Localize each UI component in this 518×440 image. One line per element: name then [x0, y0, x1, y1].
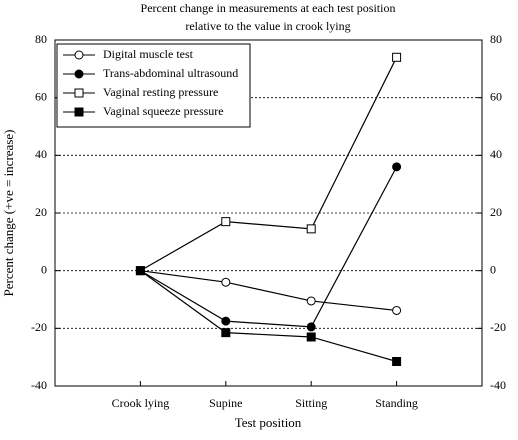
- data-point: [392, 356, 402, 366]
- data-point: [221, 328, 231, 338]
- legend-marker: [74, 50, 84, 60]
- x-tick-label: Standing: [375, 396, 418, 410]
- data-point: [221, 316, 231, 326]
- legend-label: Trans-abdominal ultrasound: [103, 66, 238, 80]
- x-tick-label: Supine: [209, 396, 242, 410]
- data-point: [221, 277, 231, 287]
- legend-marker: [74, 69, 84, 79]
- y-tick-label: -40: [31, 378, 47, 392]
- data-point: [306, 296, 316, 306]
- legend-label: Vaginal resting pressure: [103, 85, 218, 99]
- legend-label: Digital muscle test: [103, 47, 194, 61]
- data-point: [392, 305, 402, 315]
- x-tick-label: Crook lying: [112, 396, 170, 410]
- y-tick-label: 80: [35, 32, 47, 46]
- y2-tick-label: 40: [490, 147, 502, 161]
- data-point: [135, 266, 145, 276]
- chart-title: relative to the value in crook lying: [185, 19, 350, 33]
- data-point: [221, 217, 231, 227]
- x-tick-label: Sitting: [295, 396, 327, 410]
- legend-label: Vaginal squeeze pressure: [103, 104, 224, 118]
- y-tick-label: 20: [35, 205, 47, 219]
- chart-title: Percent change in measurements at each t…: [141, 1, 396, 15]
- legend-box: [56, 43, 251, 128]
- series-line: [140, 166, 398, 328]
- series-line: [140, 270, 397, 312]
- y-axis-label: Percent change (+ve = increase): [1, 130, 16, 297]
- y2-tick-label: 0: [490, 262, 496, 276]
- data-point: [306, 322, 316, 332]
- data-point: [392, 162, 402, 172]
- y-tick-label: 60: [35, 89, 47, 103]
- y-tick-label: 0: [41, 262, 47, 276]
- y2-tick-label: -40: [490, 378, 506, 392]
- y2-tick-label: 60: [490, 89, 502, 103]
- data-point: [306, 332, 316, 342]
- series-line: [140, 57, 398, 272]
- legend-marker: [74, 88, 84, 98]
- y2-tick-label: -20: [490, 320, 506, 334]
- data-point: [392, 52, 402, 62]
- legend-marker: [74, 107, 84, 117]
- y-tick-label: 40: [35, 147, 47, 161]
- y-tick-label: -20: [31, 320, 47, 334]
- series-line: [140, 270, 397, 363]
- x-axis-label: Test position: [235, 415, 302, 430]
- y2-tick-label: 80: [490, 32, 502, 46]
- data-point: [306, 224, 316, 234]
- y2-tick-label: 20: [490, 205, 502, 219]
